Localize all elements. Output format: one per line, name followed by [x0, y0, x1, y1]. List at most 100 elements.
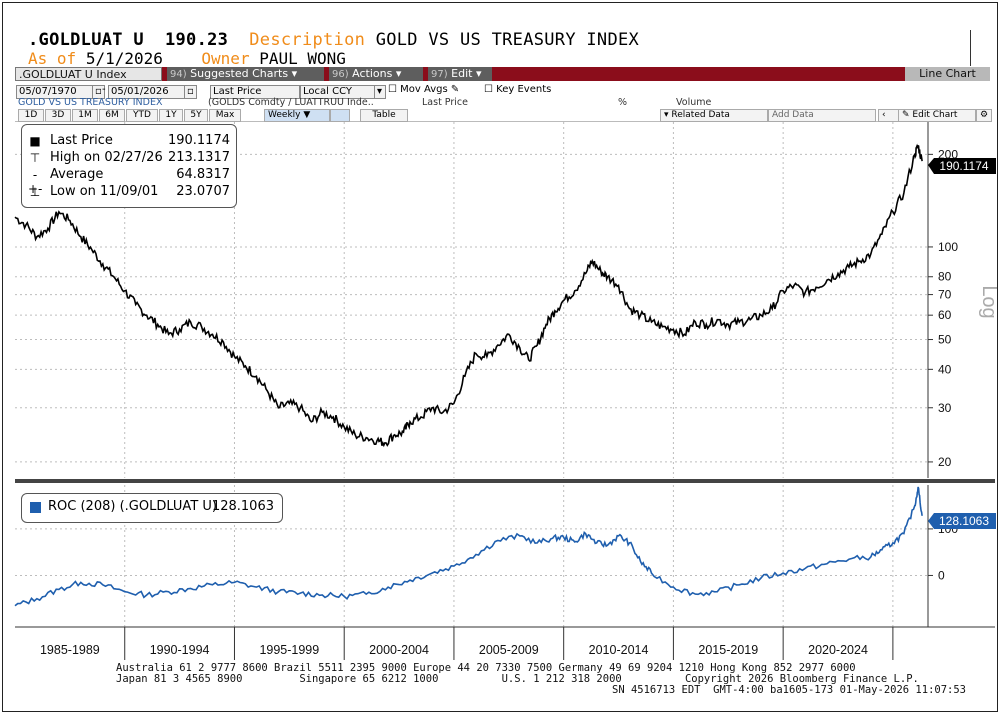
x-label-2000-2004: 2000-2004 [369, 643, 429, 657]
percent-column: % [618, 97, 628, 108]
x-label-2020-2024: 2020-2024 [808, 643, 868, 657]
y-tick-label-200: 200 [938, 147, 958, 161]
description-label: Description [249, 30, 366, 50]
dropdown-arrow-icon: ▾ [395, 67, 402, 80]
y-tick-label-70: 70 [938, 288, 952, 302]
log-scale-label: Log [978, 285, 1000, 318]
period-6m-button[interactable]: 6M [99, 109, 125, 122]
footer-contacts-1: Australia 61 2 9777 8600 Brazil 5511 239… [116, 662, 856, 674]
x-gridlines [124, 122, 894, 660]
settings-gear-icon[interactable]: ⚙ [976, 109, 992, 122]
chevron-down-icon[interactable]: ▾ [374, 85, 386, 99]
end-calendar-icon[interactable]: ▫ [184, 85, 197, 99]
y-tick-label-100: 100 [938, 240, 958, 254]
suggested-charts-button[interactable]: 94) Suggested Charts ▾ [167, 67, 324, 81]
pencil-icon: ✎ [450, 84, 460, 95]
security-field[interactable]: .GOLDLUAT U Index [15, 67, 162, 81]
series-formula: (GOLDS Comdty / LUATTRUU Inde.. [208, 97, 374, 108]
last-price-tag: 190.1174 [928, 158, 996, 174]
owner-value: PAUL WONG [259, 49, 346, 68]
table-button[interactable]: Table [360, 109, 408, 122]
header-line-1: .GOLDLUAT U 190.23 Description GOLD VS U… [28, 30, 639, 50]
series-name: GOLD VS US TREASURY INDEX [18, 97, 163, 108]
x-label-2010-2014: 2010-2014 [589, 643, 649, 657]
mov-avgs-checkbox[interactable]: ☐ Mov Avgs ✎ [388, 84, 460, 95]
footer-session: SN 4516713 EDT GMT-4:00 ba1605-173 01-Ma… [612, 684, 967, 696]
price-legend: ■ Last Price 190.1174 ⊤ High on 02/27/26… [21, 124, 237, 208]
roc-legend-value: 128.1063 [211, 499, 274, 514]
period-ytd-button[interactable]: YTD [126, 109, 158, 122]
roc-legend-label: ROC (208) (.GOLDLUAT U) [48, 499, 217, 514]
legend-row-low: ⊥ Low on 11/09/01 23.0707 [29, 184, 230, 199]
pencil-icon: ✎ [902, 110, 910, 120]
roc-legend: ROC (208) (.GOLDLUAT U) 128.1063 [21, 493, 283, 523]
roc-last-tag: 128.1063 [928, 513, 996, 529]
volume-column: Volume [676, 97, 712, 108]
y-tick-label-50: 50 [938, 333, 952, 347]
x-label-2015-2019: 2015-2019 [698, 643, 758, 657]
roc-gridlines [15, 528, 928, 576]
as-of-value: 5/1/2026 [85, 49, 163, 68]
x-label-1995-1999: 1995-1999 [259, 643, 319, 657]
as-of-label: As of [28, 49, 77, 68]
chart-type-button[interactable]: Line Chart [905, 67, 990, 81]
owner-label: Owner [201, 49, 250, 68]
x-period-labels: 1985-1989 1990-1994 1995-1999 2000-2004 2005… [40, 643, 868, 657]
field-select[interactable]: Last Price [210, 85, 300, 99]
high-marker-icon: ⊤ [29, 151, 41, 165]
edit-chart-button[interactable]: ✎ Edit Chart [898, 109, 976, 122]
series-field: Last Price [422, 97, 468, 108]
price: 190.23 [164, 30, 229, 50]
low-marker-icon: ⊥ [29, 185, 41, 199]
period-1m-button[interactable]: 1M [72, 109, 98, 122]
date-separator: - [102, 84, 106, 95]
footer-contacts-2: Japan 81 3 4565 8900 Singapore 65 6212 1… [116, 673, 919, 685]
related-data-button[interactable]: ▾ Related Data [660, 109, 768, 122]
period-max-button[interactable]: Max [209, 109, 241, 122]
y-tick-label-40: 40 [938, 362, 952, 376]
dropdown-arrow-icon: ▼ [303, 110, 311, 120]
ticker: .GOLDLUAT U [28, 30, 144, 50]
dropdown-arrow-icon: ▾ [664, 110, 669, 120]
header-divider [970, 30, 971, 66]
edit-button[interactable]: 97) Edit ▾ [428, 67, 492, 81]
y-tick-label-30: 30 [938, 401, 952, 415]
average-marker-icon: -+- [28, 168, 43, 196]
roc-color-swatch [30, 502, 41, 513]
header-line-2: As of 5/1/2026 Owner PAUL WONG [28, 49, 346, 68]
main-gridlines [15, 153, 928, 463]
last-price-tag-text: 190.1174 [939, 159, 988, 173]
start-calendar-icon[interactable]: ▫ [92, 85, 105, 99]
main-y-ticks: 20 30 40 50 60 70 80 100 200 [928, 147, 958, 469]
period-3d-button[interactable]: 3D [45, 109, 71, 122]
add-data-button[interactable]: Add Data [768, 109, 876, 122]
x-label-2005-2009: 2005-2009 [479, 643, 539, 657]
y-tick-label-80: 80 [938, 270, 952, 284]
frequency-select[interactable]: Weekly ▼ [264, 109, 330, 122]
dropdown-arrow-icon: ▾ [291, 67, 298, 80]
x-label-1985-1989: 1985-1989 [40, 643, 100, 657]
roc-y-tick-label-0: 0 [938, 568, 945, 582]
period-1d-button[interactable]: 1D [18, 109, 44, 122]
y-tick-label-20: 20 [938, 455, 952, 469]
gold-treasury-line [14, 143, 923, 448]
frequency-extra-button[interactable] [330, 109, 350, 122]
period-bar [15, 109, 990, 122]
legend-row-last: ■ Last Price 190.1174 [29, 133, 230, 148]
description-value: GOLD VS US TREASURY INDEX [375, 30, 640, 50]
dropdown-arrow-icon: ▾ [475, 67, 482, 80]
legend-row-average: -+- Average 64.8317 [28, 167, 230, 196]
roc-last-tag-text: 128.1063 [939, 514, 989, 528]
key-events-checkbox[interactable]: ☐ Key Events [484, 84, 552, 95]
square-marker-icon: ■ [29, 134, 41, 148]
x-label-1990-1994: 1990-1994 [150, 643, 210, 657]
legend-row-high: ⊤ High on 02/27/26 213.1317 [29, 150, 230, 165]
roc-line [14, 486, 923, 607]
period-5y-button[interactable]: 5Y [184, 109, 208, 122]
period-1y-button[interactable]: 1Y [159, 109, 183, 122]
y-tick-label-60: 60 [938, 308, 952, 322]
actions-button[interactable]: 96) Actions ▾ [329, 67, 423, 81]
